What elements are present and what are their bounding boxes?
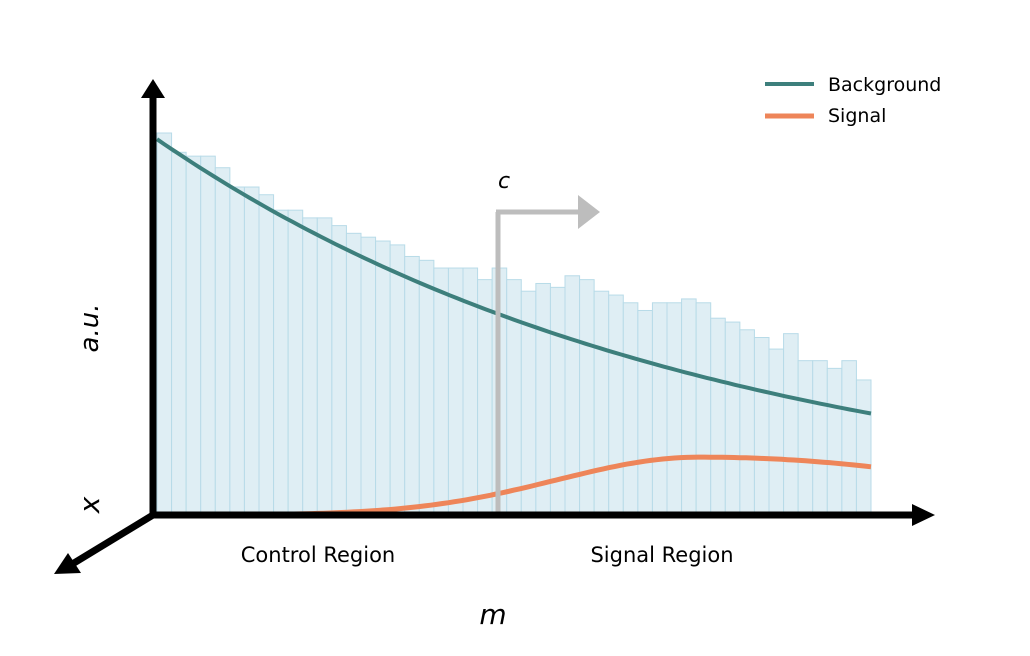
histogram-bar	[622, 302, 639, 516]
histogram-bar	[739, 329, 755, 516]
legend-background-label: Background	[828, 74, 941, 96]
histogram-bar	[826, 367, 843, 516]
histogram-bar	[637, 309, 653, 516]
z-axis-label: x	[73, 496, 106, 514]
histogram-bar	[229, 186, 245, 516]
histogram-bar	[681, 298, 697, 516]
histogram-bar	[477, 279, 493, 516]
legend: Background Signal	[765, 74, 941, 127]
axes	[54, 79, 935, 574]
signal-region-label: Signal Region	[590, 543, 733, 567]
histogram-bar	[593, 290, 610, 516]
histogram-bar	[841, 360, 857, 516]
x-axis-arrowhead	[912, 504, 935, 526]
histogram-bar	[783, 333, 799, 516]
histogram-bar	[666, 302, 683, 516]
histogram-bar	[214, 167, 231, 516]
histogram-bar	[724, 321, 741, 516]
histogram-bar	[695, 302, 712, 516]
histogram-bar	[185, 155, 202, 516]
z-axis-arrowhead	[54, 553, 81, 574]
histogram-bar	[418, 259, 435, 516]
histogram-bar	[404, 255, 420, 516]
cut-label: c	[498, 169, 510, 194]
histogram-bar	[243, 186, 260, 516]
histogram-bar	[855, 379, 872, 516]
histogram-bar	[331, 225, 347, 516]
background-curve	[155, 137, 872, 416]
cut-indicator: c	[495, 169, 600, 515]
histogram-bar	[651, 302, 668, 516]
histogram-bar	[171, 151, 187, 516]
histogram-bar	[433, 267, 449, 516]
histogram-bar	[753, 337, 770, 516]
histogram-bar	[710, 317, 726, 516]
histogram-bar	[579, 279, 595, 516]
histogram-bar	[797, 360, 814, 516]
y-axis-label: a.u.	[75, 304, 105, 353]
histogram-bar	[287, 209, 304, 516]
histogram-bar	[375, 240, 391, 516]
legend-signal-label: Signal	[828, 105, 886, 127]
histogram-bar	[768, 348, 785, 516]
histogram-bar	[200, 155, 216, 516]
z-axis-line	[72, 512, 155, 566]
y-axis-arrowhead	[141, 79, 165, 98]
histogram-bar	[608, 294, 624, 516]
histogram-bar	[316, 217, 333, 516]
histogram-bar	[156, 132, 173, 516]
histogram-bar	[360, 236, 377, 516]
control-region-label: Control Region	[241, 543, 395, 567]
histogram-bar	[812, 360, 828, 516]
histogram-bar	[506, 279, 522, 516]
histogram-bar	[273, 209, 289, 516]
histogram-bar	[258, 194, 275, 516]
histogram-bar	[447, 267, 464, 516]
cut-direction-arrowhead	[578, 195, 600, 229]
histogram-bar	[345, 232, 362, 516]
histogram-bar	[302, 217, 318, 516]
histogram-bar	[389, 244, 406, 516]
x-axis-label: m	[479, 598, 506, 631]
